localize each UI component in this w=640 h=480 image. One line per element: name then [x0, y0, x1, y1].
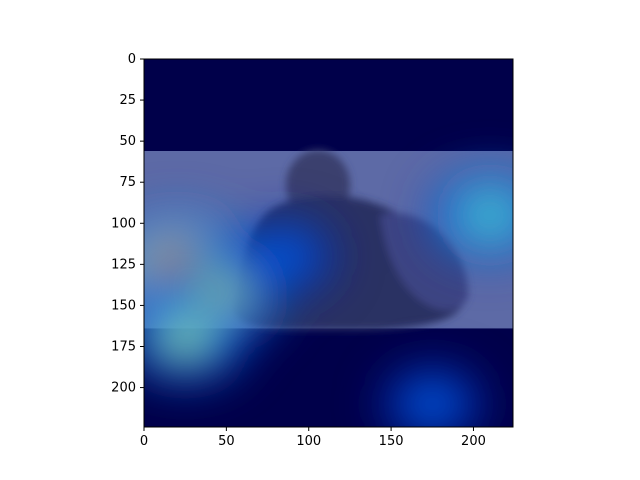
y-tick-label: 150 [111, 298, 136, 313]
x-tick-label: 100 [296, 434, 321, 449]
y-tick-label: 25 [119, 93, 136, 108]
x-tick-label: 150 [379, 434, 404, 449]
y-tick-label: 175 [111, 340, 136, 355]
heat-blob [470, 200, 510, 230]
heat-blob [267, 243, 301, 269]
x-tick-label: 200 [461, 434, 486, 449]
x-axis: 0 50 100 150 200 [140, 427, 486, 449]
y-tick-label: 125 [111, 257, 136, 272]
axes-frame [143, 58, 514, 428]
y-tick-label: 100 [111, 216, 136, 231]
figure-sleeve [380, 213, 469, 311]
x-tick-label: 50 [218, 434, 235, 449]
heat-blob [415, 391, 449, 417]
y-axis: 0 25 50 75 100 125 150 175 200 [111, 52, 144, 396]
heat-blob [165, 323, 205, 353]
heat-layer [144, 167, 513, 427]
y-tick-label: 75 [119, 175, 136, 190]
y-tick-label: 200 [111, 381, 136, 396]
x-tick-label: 0 [140, 434, 148, 449]
y-tick-label: 50 [119, 134, 136, 149]
y-tick-label: 0 [128, 52, 136, 67]
